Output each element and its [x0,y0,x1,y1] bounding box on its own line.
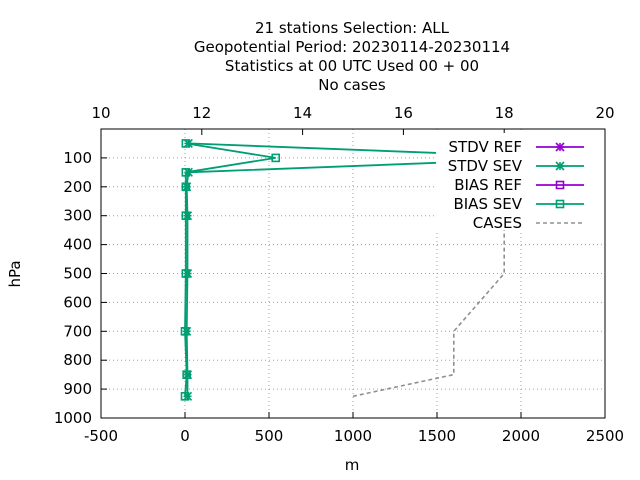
y-tick-label: 600 [63,293,92,311]
title-line-1: 21 stations Selection: ALL [255,19,450,37]
title-line-3: Statistics at 00 UTC Used 00 + 00 [225,57,479,75]
x-tick-label: 0 [180,427,190,445]
data-point [182,268,193,279]
y-tick-label: 100 [63,149,92,167]
x2-tick-label: 16 [394,104,413,122]
legend-label: STDV REF [448,138,522,156]
legend-label: STDV SEV [448,157,523,175]
series-bias-sev [180,139,281,401]
x-tick-label: 1500 [418,427,456,445]
legend-marker [555,199,565,209]
y-tick-label: 700 [63,322,92,340]
x-tick-label: 1000 [334,427,372,445]
legend-marker [555,142,565,152]
legend-background [436,133,602,230]
x2-tick-label: 20 [595,104,614,122]
y-tick-label: 1000 [54,409,92,427]
data-point [181,168,191,177]
title-line-4: No cases [318,76,386,94]
legend-marker [555,180,565,190]
x-axis-label: m [345,456,360,474]
y-tick-label: 400 [63,236,92,254]
legend-marker [555,161,565,171]
y-tick-label: 200 [63,178,92,196]
x2-tick-label: 18 [495,104,514,122]
x-tick-label: -500 [84,427,118,445]
x2-tick-label: 14 [293,104,312,122]
data-point [181,211,191,220]
data-point [182,211,193,221]
series-cases [352,186,506,398]
y-tick-label: 300 [63,207,92,225]
y-tick-label: 800 [63,351,92,369]
y-tick-label: 900 [63,380,92,398]
data-point [271,153,281,163]
series-line [352,186,506,398]
x-tick-label: 2500 [586,427,624,445]
title-line-2: Geopotential Period: 20230114-20230114 [194,38,510,56]
legend-label: BIAS REF [454,176,522,194]
x-tick-label: 2000 [502,427,540,445]
y-axis-label: hPa [6,260,24,287]
x2-tick-label: 10 [91,104,110,122]
axis-ticks: -500 0 500 1000 1500 2000 2500 10 12 14 16 18 20 100 2… [54,104,624,445]
data-point [182,326,192,336]
data-point [180,392,190,401]
data-point [181,182,191,192]
x-tick-label: 500 [255,427,284,445]
chart-title: 21 stations Selection: ALL Geopotential … [194,19,510,94]
series-line [184,142,276,397]
data-point [181,139,191,148]
y-tick-label: 500 [63,265,92,283]
legend-label: BIAS SEV [453,195,522,213]
x2-tick-label: 12 [192,104,211,122]
data-point [180,326,190,336]
data-point [181,269,191,278]
legend-label: CASES [473,214,522,232]
data-point [182,370,191,379]
